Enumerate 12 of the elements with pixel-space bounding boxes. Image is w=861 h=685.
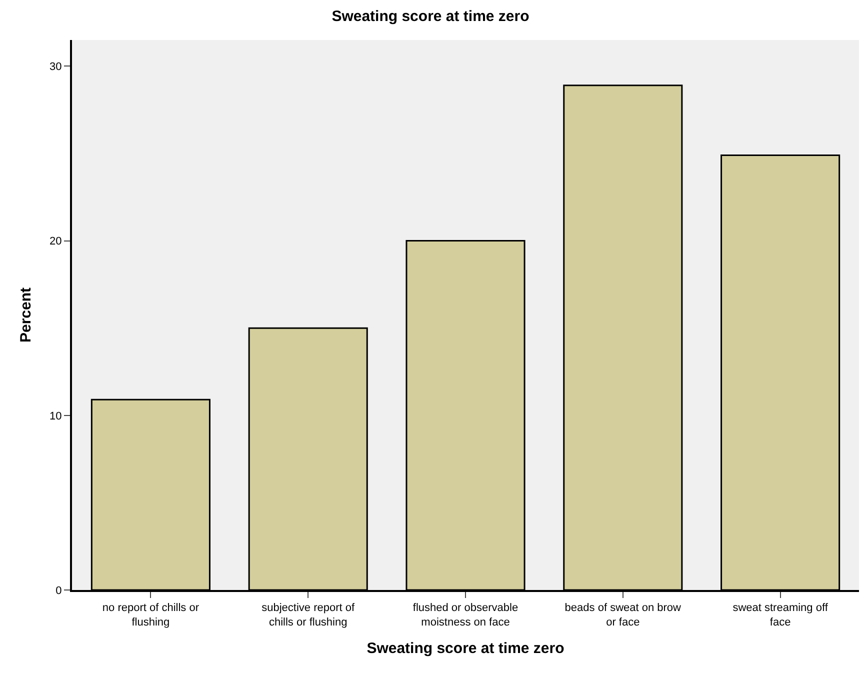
x-tick-label: flushed or observable moistness on face [412,602,518,628]
y-tick-label: 0 [56,584,62,597]
y-axis-title: Percent [17,287,34,343]
x-tick-label: sweat streaming off face [732,602,829,628]
y-tick-label: 30 [50,61,62,74]
x-tick-label: beads of sweat on brow or face [564,602,682,628]
x-tick-label: no report of chills or flushing [102,602,200,628]
y-tick-label: 10 [50,410,62,422]
x-tick-label: subjective report of chills or flushing [262,602,356,628]
chart-title: Sweating score at time zero [332,8,530,25]
x-axis-title: Sweating score at time zero [366,640,564,657]
y-tick-label: 20 [50,236,62,248]
